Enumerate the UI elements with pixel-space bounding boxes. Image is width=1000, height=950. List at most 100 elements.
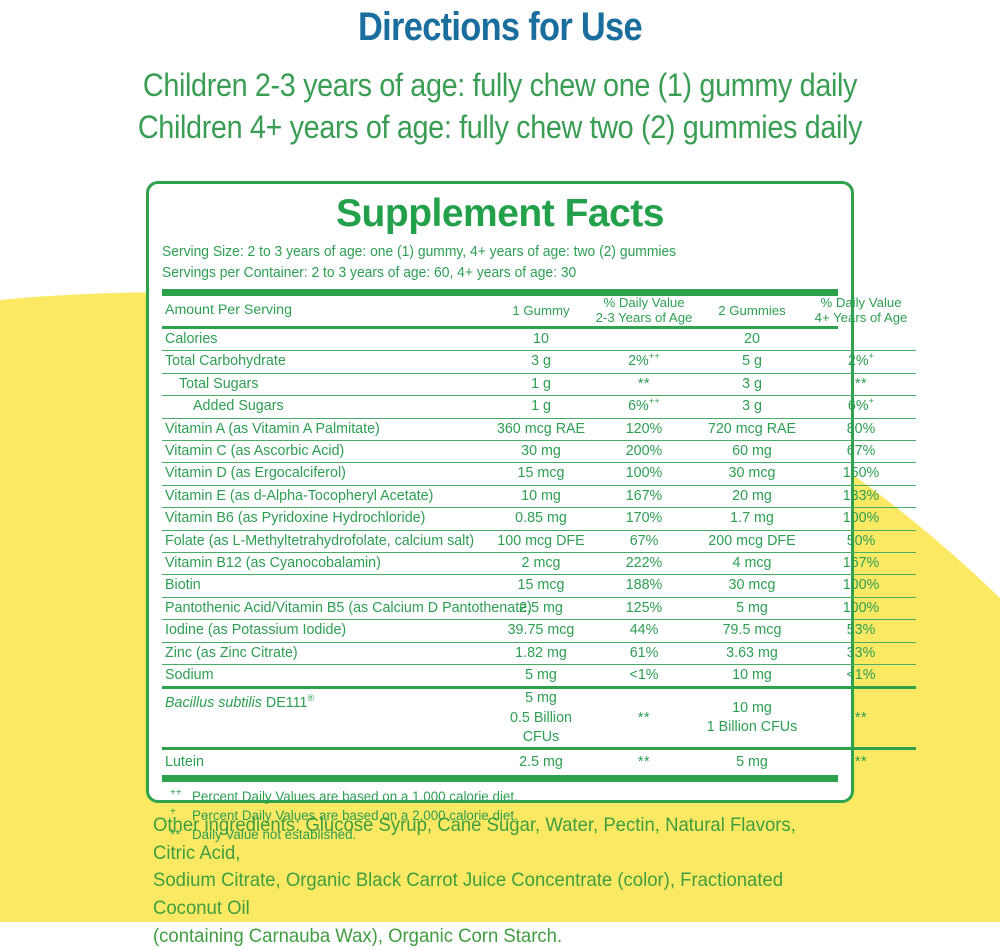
nutrient-name: Vitamin A (as Vitamin A Palmitate) [162,417,492,441]
nutrient-dv-4-plus-years: 6%+ [806,395,916,419]
nutrient-name: Vitamin D (as Ergocalciferol) [162,462,492,486]
nutrient-dv-4-plus-years: 33% [806,641,916,665]
nutrient-amount-1-gummy: 5 mg [492,664,590,688]
bacillus-dv-4-plus-years: ** [806,686,916,749]
nutrient-amount-2-gummies: 200 mcg DFE [698,529,806,553]
other-ingredients-line-1: Other ingredients: Glucose Syrup, Cane S… [153,814,796,864]
nutrient-name: Vitamin C (as Ascorbic Acid) [162,439,492,463]
table-row-lutein: Lutein 2.5 mg ** 5 mg ** [162,747,916,776]
nutrient-name: Folate (as L-Methyltetrahydrofolate, cal… [162,529,492,553]
nutrient-dv-4-plus-years [806,329,916,351]
nutrient-amount-1-gummy: 3 g [492,350,590,374]
nutrient-amount-2-gummies: 3 g [698,395,806,419]
header-dv-2-bottom: 4+ Years of Age [814,310,908,326]
table-header-row: Amount Per Serving 1 Gummy % Daily Value… [162,296,916,326]
nutrient-dv-2-3-years: 6%++ [590,395,698,419]
nutrient-amount-1-gummy: 30 mg [492,439,590,463]
nutrient-dv-2-3-years: ** [590,372,698,396]
header-dv-1-top: % Daily Value [603,295,685,311]
header-amount-2-gummies: 2 Gummies [698,296,806,326]
nutrient-amount-1-gummy: 1.82 mg [492,641,590,665]
nutrient-amount-1-gummy: 15 mcg [492,462,590,486]
supplement-facts-table: Amount Per Serving 1 Gummy % Daily Value… [162,296,916,326]
bacillus-amount-2-gummies: 10 mg 1 Billion CFUs [698,686,806,749]
table-row: Iodine (as Potassium Iodide) 39.75 mcg 44%… [162,619,916,643]
table-row: Biotin 15 mcg 188% 30 mcg 100% [162,574,916,598]
table-row: Vitamin B6 (as Pyridoxine Hydrochloride)… [162,507,916,531]
header-dv-2-3-years: % Daily Value 2-3 Years of Age [590,296,698,326]
lutein-amount-2-gummies: 5 mg [698,747,806,776]
bacillus-amount-1-gummy-amount: 5 mg [525,690,557,707]
nutrient-amount-2-gummies: 10 mg [698,664,806,688]
footnote-text: Percent Daily Values are based on a 1,00… [192,789,518,805]
bacillus-name: Bacillus subtilis DE111® [162,686,492,749]
nutrient-amount-1-gummy: 1 g [492,395,590,419]
nutrient-name: Vitamin B12 (as Cyanocobalamin) [162,551,492,575]
nutrient-dv-2-3-years: 61% [590,641,698,665]
nutrient-name: Vitamin E (as d-Alpha-Tocopheryl Acetate… [162,484,492,508]
nutrient-amount-1-gummy: 10 mg [492,484,590,508]
directions-header: Directions for Use Children 2-3 years of… [0,0,1000,148]
rule-under-servings [162,289,838,297]
nutrient-name: Zinc (as Zinc Citrate) [162,641,492,665]
other-ingredients-block: Other ingredients: Glucose Syrup, Cane S… [153,812,837,950]
nutrient-dv-4-plus-years: 2%+ [806,350,916,374]
bacillus-amount-2-gummies-amount: 10 mg [732,700,772,717]
direction-line-children-2-3: Children 2-3 years of age: fully chew on… [142,67,858,103]
nutrient-amount-1-gummy: 39.75 mcg [492,619,590,643]
nutrient-dv-2-3-years: 100% [590,462,698,486]
serving-size-text: Serving Size: 2 to 3 years of age: one (… [162,243,677,260]
nutrient-dv-4-plus-years: 133% [806,484,916,508]
nutrient-dv-4-plus-years: 150% [806,462,916,486]
nutrient-amount-1-gummy: 10 [533,330,549,347]
other-ingredients-line-3: (containing Carnauba Wax), Organic Corn … [153,924,563,947]
header-amount-2-gummies-label: 2 Gummies [718,302,786,318]
table-row: Vitamin A (as Vitamin A Palmitate) 360 mc… [162,417,916,441]
nutrient-name: Biotin [162,574,492,598]
nutrient-dv-4-plus-years: <1% [806,664,916,688]
nutrient-amount-2-gummies: 30 mcg [698,462,806,486]
other-ingredients-line-2: Sodium Citrate, Organic Black Carrot Jui… [153,869,784,920]
table-row: Vitamin B12 (as Cyanocobalamin) 2 mcg 222%… [162,551,916,575]
supplement-facts-nutrient-table: Calories 10 20 Total Carbohydrate 3 g 2%++ 5 g… [162,329,916,776]
nutrient-dv-2-3-years: <1% [590,664,698,688]
footnote-marker: ++ [170,787,182,799]
lutein-dv-4-plus-years: ** [806,747,916,776]
footnote-line: ++ Percent Daily Values are based on a 1,… [170,787,838,806]
header-dv-4-plus-years: % Daily Value 4+ Years of Age [806,296,916,326]
lutein-amount-1-gummy: 2.5 mg [492,747,590,776]
header-amount-per-serving: Amount Per Serving [165,302,292,319]
servings-per-container-text: Servings per Container: 2 to 3 years of … [162,264,577,281]
table-row: Zinc (as Zinc Citrate) 1.82 mg 61% 3.63 mg 3… [162,641,916,665]
nutrient-name: Added Sugars [162,395,492,419]
nutrient-amount-2-gummies: 20 mg [698,484,806,508]
nutrient-amount-1-gummy: 2 mcg [492,551,590,575]
nutrient-dv-4-plus-years: 167% [806,551,916,575]
nutrient-dv-2-3-years: 120% [590,417,698,441]
nutrient-amount-2-gummies: 20 [744,330,760,347]
nutrient-amount-2-gummies: 4 mcg [698,551,806,575]
nutrient-name: Pantothenic Acid/Vitamin B5 (as Calcium … [162,596,532,620]
lutein-dv-2-3-years: ** [590,747,698,776]
nutrient-dv-2-3-years: 2%++ [590,350,698,374]
nutrient-dv-4-plus-years: 67% [806,439,916,463]
table-row: Vitamin C (as Ascorbic Acid) 30 mg 200% 60 … [162,439,916,463]
nutrient-amount-2-gummies: 60 mg [698,439,806,463]
nutrient-amount-2-gummies: 5 g [698,350,806,374]
nutrient-dv-2-3-years: 222% [590,551,698,575]
bacillus-strain: DE111 [261,695,308,712]
table-row: Pantothenic Acid/Vitamin B5 (as Calcium … [162,596,916,620]
supplement-facts-panel: Supplement Facts Serving Size: 2 to 3 ye… [146,181,916,842]
nutrient-name: Vitamin B6 (as Pyridoxine Hydrochloride) [162,507,492,531]
nutrient-amount-2-gummies: 720 mcg RAE [698,417,806,441]
nutrient-amount-1-gummy: 0.85 mg [492,507,590,531]
nutrient-dv-4-plus-years: 50% [806,529,916,553]
nutrient-name: Total Carbohydrate [162,350,492,374]
nutrient-amount-2-gummies: 3 g [698,372,806,396]
nutrient-dv-4-plus-years: ** [806,372,916,396]
header-amount-1-gummy-label: 1 Gummy [512,302,570,318]
nutrient-dv-2-3-years: 167% [590,484,698,508]
nutrient-amount-1-gummy: 1 g [492,372,590,396]
nutrient-amount-2-gummies: 3.63 mg [698,641,806,665]
lutein-name: Lutein [162,747,492,776]
